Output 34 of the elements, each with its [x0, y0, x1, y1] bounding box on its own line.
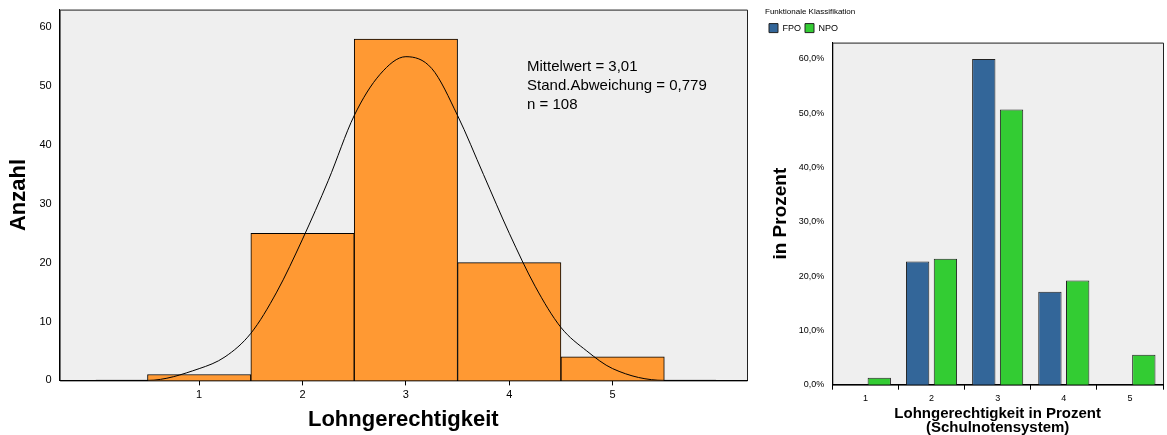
- y-tick-label: 10,0%: [798, 324, 825, 335]
- legend-label: FPO: [782, 22, 802, 33]
- annotation: n = 108: [527, 95, 578, 113]
- x-tick-label: 2: [929, 392, 935, 403]
- y-tick-label: 60: [39, 20, 52, 33]
- y-tick-label: 0: [45, 373, 52, 386]
- x-tick-label: 3: [402, 388, 409, 401]
- x-tick-label: 1: [862, 392, 868, 403]
- x-tick-label: 5: [609, 388, 616, 401]
- annotation: Stand.Abweichung = 0,779: [527, 76, 707, 94]
- y-tick-label: 30,0%: [798, 216, 825, 227]
- y-tick-label: 10: [39, 314, 52, 327]
- y-tick-label: 40,0%: [798, 161, 825, 172]
- y-tick-label: 50: [39, 79, 52, 92]
- x-axis-title: Lohngerechtigkeit: [307, 405, 500, 431]
- x-tick-label: 3: [995, 392, 1001, 403]
- legend-label: NPO: [818, 22, 839, 33]
- y-axis-title: in Prozent: [768, 167, 790, 260]
- y-tick-label: 60,0%: [798, 53, 825, 64]
- y-tick-label: 20,0%: [798, 270, 825, 281]
- x-tick-label: 5: [1127, 392, 1133, 403]
- x-axis-title: Lohngerechtigkeit in Prozent (Schulnotensystem): [894, 403, 1101, 435]
- legend-title: Funktionale Klassifikation: [765, 7, 856, 17]
- y-tick-label: 0,0%: [803, 379, 825, 390]
- y-tick-label: 30: [39, 196, 52, 209]
- x-tick-label: 1: [196, 388, 203, 401]
- y-axis-title: Anzahl: [5, 158, 31, 232]
- x-tick-label: 2: [299, 388, 306, 401]
- y-tick-label: 20: [39, 255, 52, 268]
- x-tick-label: 4: [506, 388, 513, 401]
- y-tick-label: 50,0%: [798, 107, 825, 118]
- y-tick-label: 40: [39, 138, 52, 150]
- annotation: Mittelwert = 3,01: [527, 57, 638, 75]
- x-tick-label: 4: [1061, 392, 1067, 403]
